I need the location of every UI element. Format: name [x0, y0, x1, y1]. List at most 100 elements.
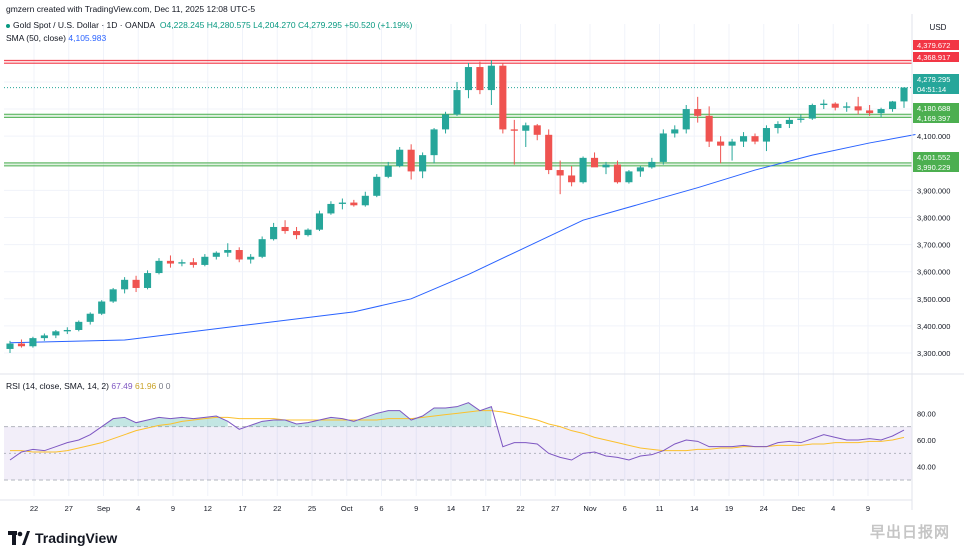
candle [694, 96, 702, 123]
candle [510, 119, 518, 165]
candle-body [52, 331, 60, 336]
candle [636, 165, 644, 177]
candle [407, 144, 415, 180]
price-tag [913, 84, 959, 94]
candle-body [636, 167, 644, 172]
candle-body [659, 133, 667, 162]
candle [189, 258, 197, 268]
ohlc-high: H4,280.575 [206, 20, 251, 30]
rsi-value: 67.49 [111, 381, 133, 391]
candle [63, 327, 71, 335]
candle-body [143, 273, 152, 288]
sma-line [9, 134, 916, 344]
x-tick-label: Nov [583, 504, 597, 513]
candle [166, 255, 175, 268]
candle [499, 62, 507, 134]
candle-body [533, 125, 541, 135]
x-tick-label: Sep [97, 504, 110, 513]
candle-body [327, 203, 335, 214]
candle-body [854, 106, 862, 111]
candle-body [522, 125, 530, 131]
candle-body [224, 250, 232, 253]
candle [350, 199, 358, 207]
candle [866, 104, 874, 116]
candle-body [419, 155, 427, 172]
candle-body [625, 171, 633, 183]
candle-body [361, 195, 369, 206]
candle [338, 198, 346, 210]
candle-body [407, 149, 415, 172]
candle-body [373, 176, 381, 196]
y-tick-label: 4,100.000 [917, 132, 950, 141]
candle-body [132, 279, 140, 288]
market-status-dot [6, 23, 10, 28]
candle-body [384, 165, 392, 177]
candle [854, 96, 862, 115]
candle-body [866, 110, 874, 114]
y-tick-label: 3,800.000 [917, 213, 950, 222]
x-tick-label: 11 [656, 504, 664, 513]
tradingview-logo[interactable]: TradingView [8, 530, 117, 546]
candle [751, 133, 759, 145]
candle [224, 243, 232, 257]
candle [6, 340, 14, 354]
candle-body [739, 136, 748, 142]
candle [659, 129, 667, 165]
candle-body [510, 129, 518, 131]
candle-body [109, 289, 117, 302]
candle [75, 320, 83, 332]
candle [327, 201, 335, 215]
candle [648, 157, 656, 169]
candle [762, 125, 771, 152]
candle-body [579, 157, 587, 183]
x-tick-label: 22 [516, 504, 524, 513]
candle-body [430, 129, 438, 156]
symbol-legend[interactable]: Gold Spot / U.S. Dollar · 1D · OANDA O4,… [6, 20, 412, 30]
candle-body [671, 129, 679, 134]
candle-body [556, 170, 564, 176]
x-tick-label: 4 [136, 504, 140, 513]
x-tick-label: 9 [414, 504, 418, 513]
candle [705, 106, 713, 148]
x-tick-label: 22 [30, 504, 38, 513]
ohlc-close: C4,279.295 [297, 20, 342, 30]
candle [717, 136, 725, 164]
candle [384, 161, 392, 179]
sma-label: SMA (50, close) [6, 33, 66, 43]
price-tag-label: 4,368.917 [917, 53, 950, 62]
y-tick-label: 3,400.000 [917, 322, 950, 331]
x-tick-label: Dec [792, 504, 806, 513]
candle-body [613, 164, 622, 183]
candle-body [166, 260, 175, 264]
x-tick-label: 4 [831, 504, 835, 513]
x-tick-label: 27 [65, 504, 73, 513]
candle [292, 226, 301, 240]
x-tick-label: 14 [447, 504, 455, 513]
candle-body [40, 335, 48, 339]
candle [785, 117, 793, 129]
candle [98, 300, 106, 316]
candle-body [258, 239, 266, 257]
rsi-legend[interactable]: RSI (14, close, SMA, 14, 2) 67.49 61.96 … [6, 381, 171, 391]
candle [247, 254, 255, 264]
sma-legend[interactable]: SMA (50, close) 4,105.983 [6, 33, 106, 43]
watermark: 早出日报网 [869, 524, 950, 541]
candle [556, 160, 564, 195]
candle [304, 228, 312, 237]
candle-body [705, 115, 713, 142]
candle-body [178, 262, 186, 264]
price-tag [913, 74, 959, 84]
price-tag-label: 4,001.552 [917, 153, 950, 162]
price-tag-label: 4,169.397 [917, 114, 950, 123]
candle [441, 111, 450, 134]
candle [808, 103, 816, 120]
x-tick-label: 9 [171, 504, 175, 513]
price-tag [913, 40, 959, 50]
price-tag [913, 152, 959, 162]
candle [533, 123, 541, 141]
candle-body [270, 226, 278, 240]
candle-body [247, 256, 255, 260]
x-tick-label: 17 [482, 504, 490, 513]
price-tag-label: 04:51:14 [917, 85, 946, 94]
